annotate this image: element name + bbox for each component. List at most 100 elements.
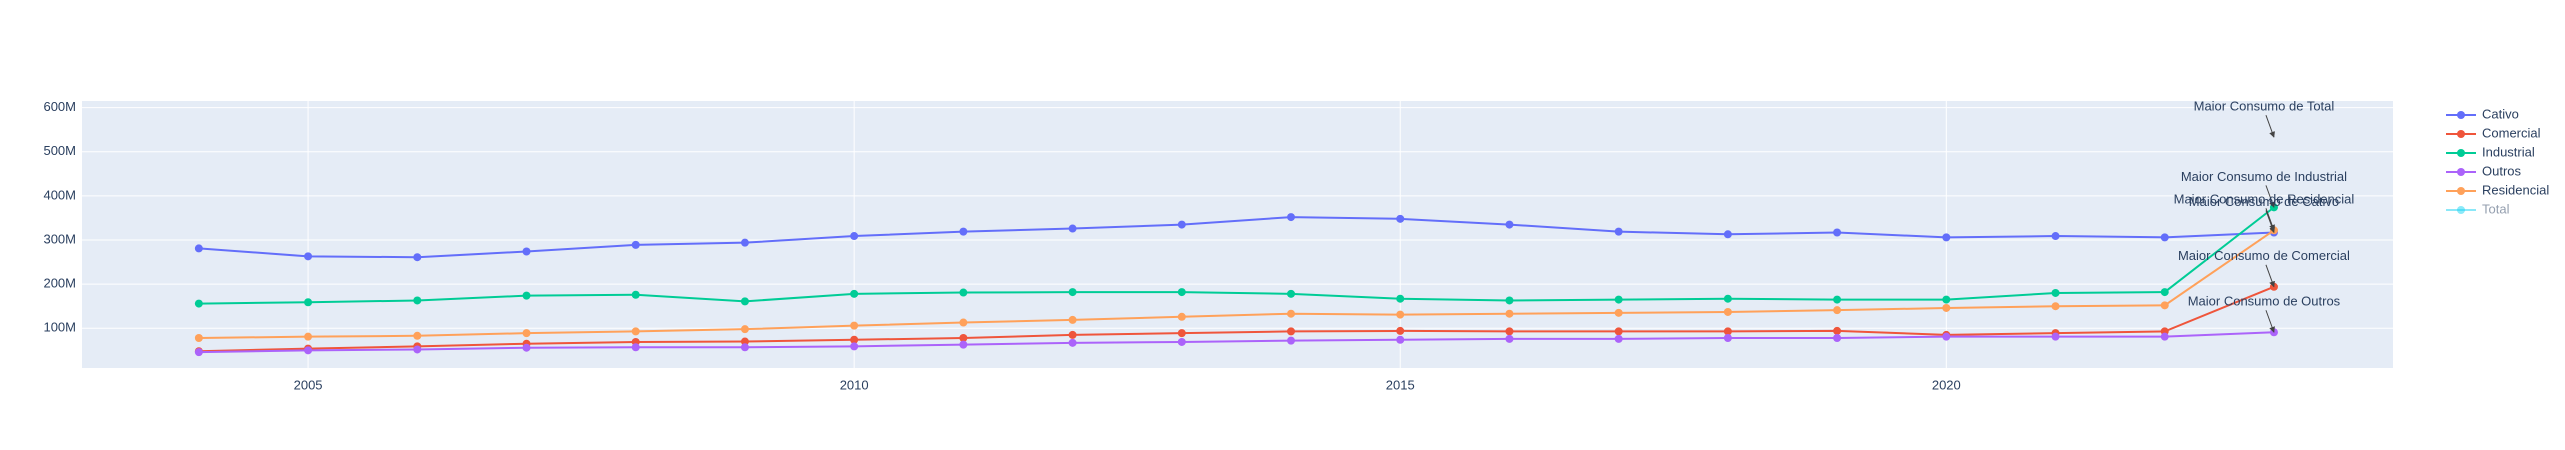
marker (1723, 294, 1732, 303)
legend-marker (2457, 187, 2465, 195)
marker (1287, 336, 1296, 345)
marker (194, 244, 203, 253)
legend-marker (2457, 130, 2465, 138)
series-line (198, 285, 2275, 353)
marker (1505, 296, 1514, 305)
marker (1396, 326, 1405, 335)
marker (1287, 289, 1296, 298)
legend-label[interactable]: Cativo (2482, 106, 2519, 121)
marker (1942, 332, 1951, 341)
series-line (198, 206, 2275, 305)
annotation-text: Maior Consumo de Industrial (2181, 169, 2347, 184)
marker (1396, 214, 1405, 223)
legend-label[interactable]: Industrial (2482, 144, 2535, 159)
marker (1942, 233, 1951, 242)
marker (850, 232, 859, 241)
series-line (198, 229, 2275, 339)
marker (1396, 335, 1405, 344)
marker (1723, 327, 1732, 336)
marker (740, 343, 749, 352)
marker (1396, 294, 1405, 303)
marker (1833, 295, 1842, 304)
marker (850, 335, 859, 344)
marker (1614, 227, 1623, 236)
marker (959, 340, 968, 349)
marker (413, 331, 422, 340)
marker (1068, 330, 1077, 339)
annotation-arrow (2265, 185, 2275, 208)
marker (1505, 309, 1514, 318)
marker (740, 297, 749, 306)
legend-label[interactable]: Residencial (2482, 182, 2549, 197)
marker (304, 346, 313, 355)
plot-background (82, 101, 2393, 368)
marker (1505, 334, 1514, 343)
marker (740, 238, 749, 247)
marker (1177, 288, 1186, 297)
marker (304, 252, 313, 261)
y-tick-label: 300M (43, 231, 76, 246)
marker (850, 321, 859, 330)
marker (522, 291, 531, 300)
annotation-text: Maior Consumo de Outros (2188, 294, 2341, 309)
marker (850, 289, 859, 298)
marker (304, 332, 313, 341)
marker (1068, 315, 1077, 324)
marker (2160, 332, 2169, 341)
marker (522, 343, 531, 352)
marker (740, 325, 749, 334)
marker (959, 227, 968, 236)
marker (1833, 326, 1842, 335)
marker (522, 247, 531, 256)
marker (631, 290, 640, 299)
marker (1177, 337, 1186, 346)
marker (2051, 332, 2060, 341)
marker (959, 333, 968, 342)
marker (304, 298, 313, 307)
series-line (198, 331, 2275, 354)
marker (1287, 213, 1296, 222)
marker (1833, 333, 1842, 342)
marker (1942, 303, 1951, 312)
marker (1942, 295, 1951, 304)
marker (959, 318, 968, 327)
marker (1833, 306, 1842, 315)
marker (1833, 228, 1842, 237)
marker (1396, 310, 1405, 319)
legend-marker (2457, 111, 2465, 119)
marker (2051, 232, 2060, 241)
annotation-text: Maior Consumo de Comercial (2178, 248, 2350, 263)
marker (631, 343, 640, 352)
legend-label[interactable]: Outros (2482, 163, 2522, 178)
marker (2160, 288, 2169, 297)
marker (2160, 233, 2169, 242)
legend-marker (2457, 149, 2465, 157)
annotation-text: Maior Consumo de Total (2194, 99, 2335, 114)
marker (631, 327, 640, 336)
annotation-arrow (2265, 310, 2275, 333)
marker (194, 348, 203, 357)
y-tick-label: 500M (43, 143, 76, 158)
marker (2160, 301, 2169, 310)
annotation-arrow (2265, 210, 2275, 234)
y-tick-label: 600M (43, 99, 76, 114)
marker (1614, 334, 1623, 343)
marker (1177, 312, 1186, 321)
marker (1068, 338, 1077, 347)
marker (1287, 309, 1296, 318)
marker (1177, 329, 1186, 338)
x-tick-label: 2005 (294, 377, 323, 392)
x-tick-label: 2010 (840, 377, 869, 392)
legend-label[interactable]: Comercial (2482, 125, 2541, 140)
marker (959, 288, 968, 297)
y-tick-label: 400M (43, 187, 76, 202)
series-line (198, 216, 2275, 259)
y-tick-label: 100M (43, 320, 76, 335)
marker (194, 299, 203, 308)
marker (1723, 307, 1732, 316)
marker (1287, 327, 1296, 336)
marker (413, 345, 422, 354)
marker (1723, 333, 1732, 342)
legend-label[interactable]: Total (2482, 201, 2510, 216)
